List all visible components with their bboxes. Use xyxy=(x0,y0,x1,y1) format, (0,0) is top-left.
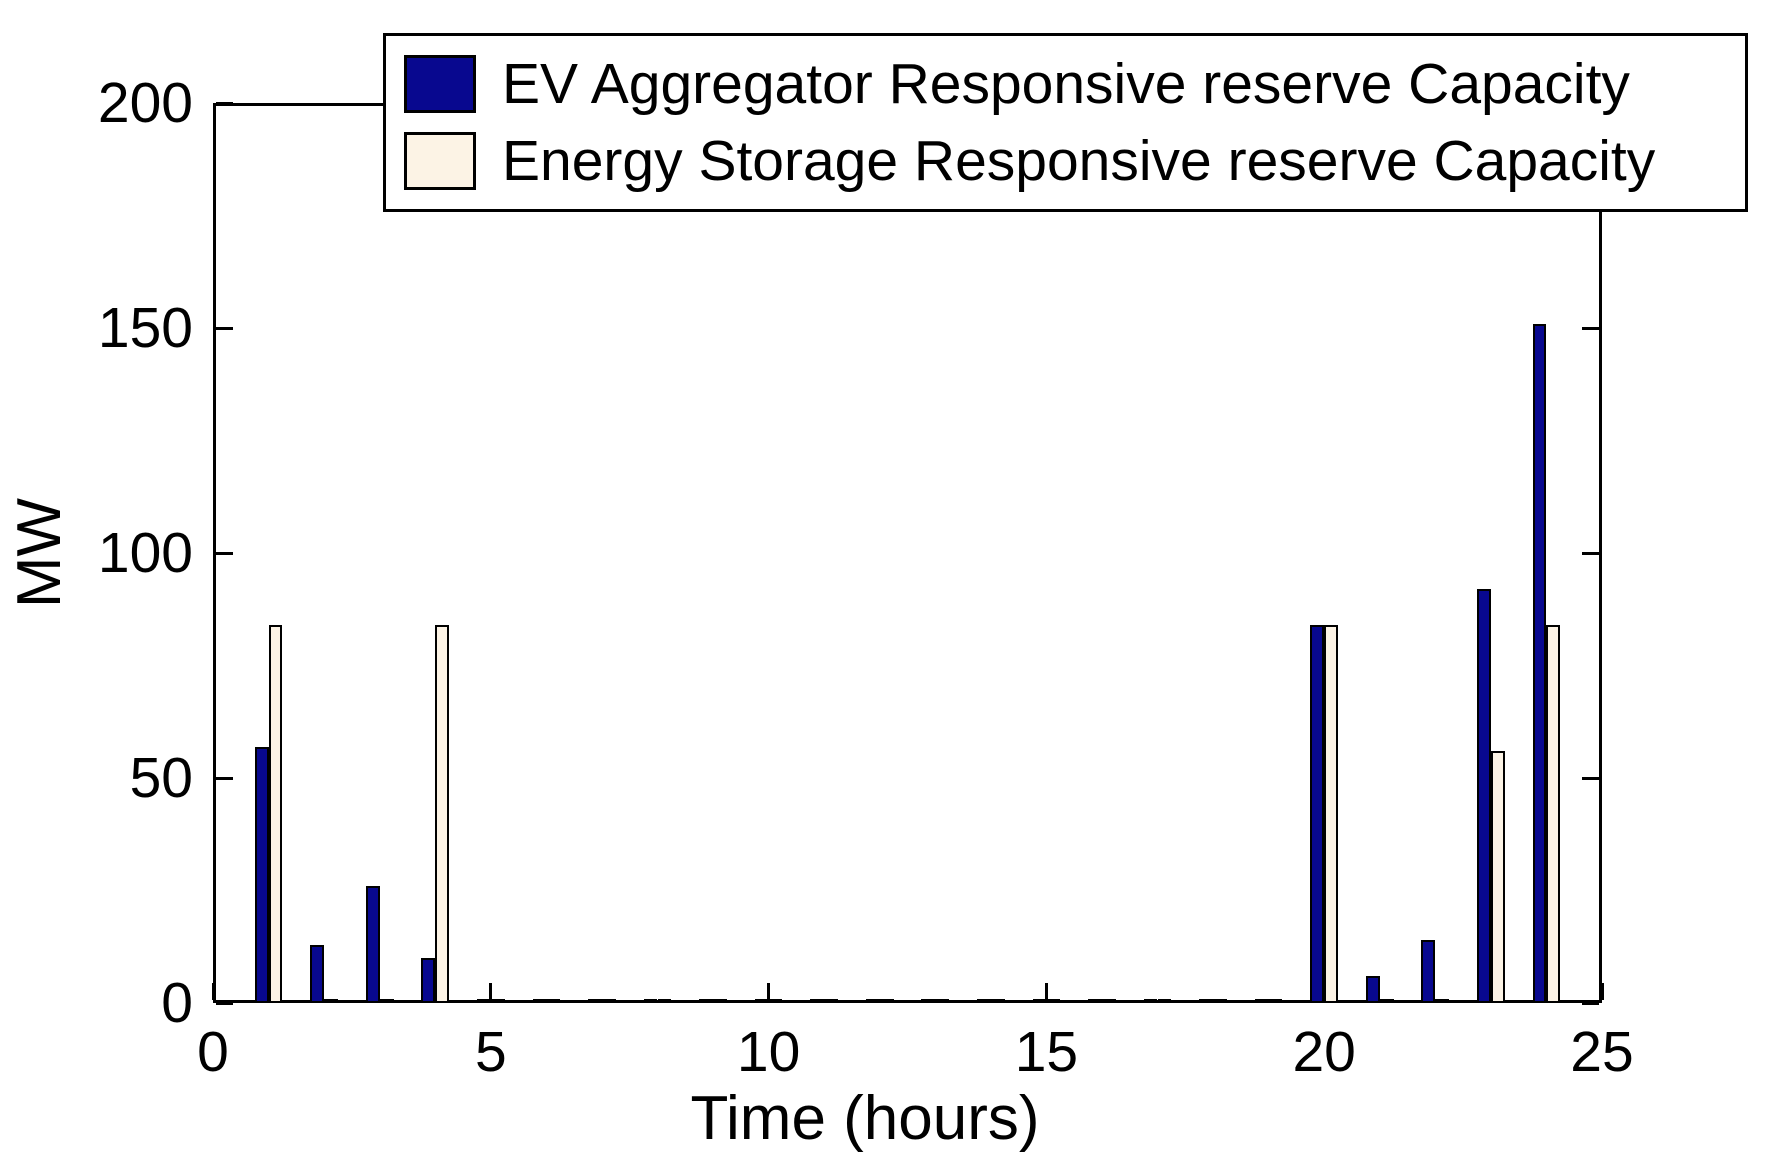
legend: EV Aggregator Responsive reserve Capacit… xyxy=(383,33,1748,212)
bar-ev-hour-3 xyxy=(365,886,380,1003)
y-tick-mark xyxy=(1582,551,1599,555)
y-tick-mark xyxy=(216,101,233,105)
bar-ev-hour-16 xyxy=(1088,998,1102,1003)
bar-storage-hour-2 xyxy=(324,998,338,1003)
bar-ev-hour-21 xyxy=(1365,976,1380,1003)
bar-storage-hour-8 xyxy=(657,998,672,1003)
x-tick-label: 5 xyxy=(474,1020,507,1084)
x-tick-label: 0 xyxy=(197,1020,229,1084)
bar-storage-hour-9 xyxy=(713,998,727,1003)
bar-ev-hour-8 xyxy=(643,998,658,1003)
bar-storage-hour-22 xyxy=(1435,998,1450,1003)
y-tick-mark xyxy=(216,1001,233,1005)
bar-storage-hour-24 xyxy=(1546,625,1561,1003)
bar-ev-hour-23 xyxy=(1477,589,1491,1003)
bar-storage-hour-17 xyxy=(1157,998,1172,1003)
bar-storage-hour-3 xyxy=(379,998,394,1003)
x-tick-mark xyxy=(1322,983,1326,1000)
x-tick-mark xyxy=(1600,983,1604,1000)
bar-ev-hour-22 xyxy=(1421,940,1436,1003)
bar-ev-hour-19 xyxy=(1254,998,1269,1003)
x-tick-label: 10 xyxy=(736,1020,801,1084)
y-tick-mark xyxy=(1582,1001,1599,1005)
legend-row: Energy Storage Responsive reserve Capaci… xyxy=(404,128,1727,194)
bar-ev-hour-9 xyxy=(699,998,713,1003)
bar-ev-hour-11 xyxy=(810,998,825,1003)
bar-ev-hour-12 xyxy=(865,998,880,1003)
bar-storage-hour-6 xyxy=(546,998,561,1003)
bar-ev-hour-4 xyxy=(421,958,436,1003)
y-tick-label: 100 xyxy=(97,521,193,585)
bar-storage-hour-16 xyxy=(1102,998,1116,1003)
bar-ev-hour-1 xyxy=(254,746,269,1003)
bar-ev-hour-20 xyxy=(1310,625,1325,1003)
bar-storage-hour-18 xyxy=(1213,998,1227,1003)
bar-storage-hour-23 xyxy=(1490,751,1505,1003)
y-tick-label: 50 xyxy=(129,746,193,810)
bar-storage-hour-21 xyxy=(1379,998,1394,1003)
bar-storage-hour-14 xyxy=(990,998,1005,1003)
x-tick-mark xyxy=(767,983,771,1000)
plot-area xyxy=(213,103,1602,1003)
bar-ev-hour-5 xyxy=(476,998,491,1003)
bar-ev-hour-6 xyxy=(532,998,547,1003)
legend-swatch-ev xyxy=(404,55,476,114)
legend-label: Energy Storage Responsive reserve Capaci… xyxy=(502,128,1656,193)
bar-ev-hour-13 xyxy=(921,998,936,1003)
y-tick-mark xyxy=(216,326,233,330)
bar-storage-hour-15 xyxy=(1046,998,1061,1003)
bar-storage-hour-7 xyxy=(601,998,616,1003)
bar-ev-hour-24 xyxy=(1532,323,1547,1003)
y-tick-mark xyxy=(216,551,233,555)
bar-storage-hour-1 xyxy=(268,625,283,1003)
x-axis-label: Time (hours) xyxy=(690,1084,1040,1153)
bar-ev-hour-10 xyxy=(754,998,769,1003)
bar-ev-hour-18 xyxy=(1199,998,1214,1003)
bar-storage-hour-10 xyxy=(768,998,783,1003)
y-tick-label: 150 xyxy=(97,296,193,360)
bar-storage-hour-19 xyxy=(1268,998,1283,1003)
bar-ev-hour-2 xyxy=(310,944,325,1003)
y-tick-label: 200 xyxy=(97,71,193,135)
legend-label: EV Aggregator Responsive reserve Capacit… xyxy=(502,52,1630,117)
y-tick-mark xyxy=(1582,326,1599,330)
legend-swatch-storage xyxy=(404,131,476,190)
bar-ev-hour-15 xyxy=(1032,998,1047,1003)
x-tick-label: 25 xyxy=(1570,1020,1634,1084)
bar-ev-hour-7 xyxy=(588,998,602,1003)
bar-ev-hour-17 xyxy=(1143,998,1158,1003)
y-tick-mark xyxy=(1582,776,1599,780)
bar-storage-hour-13 xyxy=(935,998,950,1003)
x-tick-mark xyxy=(211,983,215,1000)
legend-row: EV Aggregator Responsive reserve Capacit… xyxy=(404,51,1727,117)
x-tick-label: 20 xyxy=(1292,1020,1356,1084)
y-tick-mark xyxy=(216,776,233,780)
bar-storage-hour-11 xyxy=(824,998,839,1003)
x-tick-mark xyxy=(1044,983,1048,1000)
bar-storage-hour-12 xyxy=(879,998,894,1003)
bar-storage-hour-20 xyxy=(1324,625,1339,1003)
bar-storage-hour-5 xyxy=(490,998,505,1003)
y-tick-label: 0 xyxy=(161,971,193,1035)
bar-ev-hour-14 xyxy=(977,998,991,1003)
x-tick-label: 15 xyxy=(1014,1020,1079,1084)
bar-storage-hour-4 xyxy=(435,625,450,1003)
x-tick-mark xyxy=(489,983,493,1000)
